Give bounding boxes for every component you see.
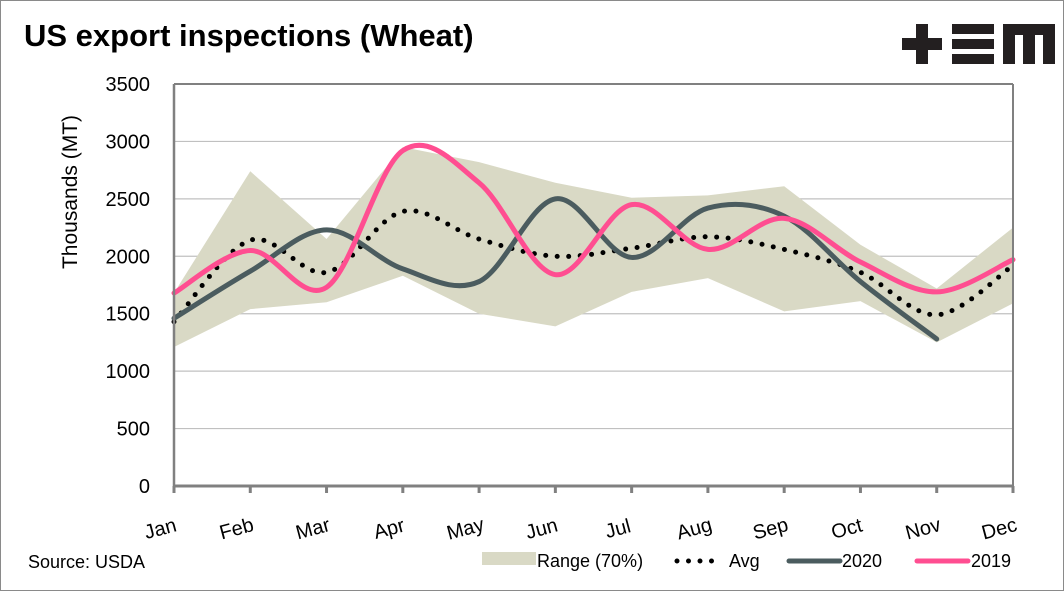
- y-tick-labels: 0 500 1000 1500 2000 2500 3000 3500: [106, 74, 151, 498]
- y-axis-label: Thousands (MT): [59, 115, 82, 269]
- x-tick-label-aug: Aug: [674, 514, 714, 544]
- source-note: Source: USDA: [28, 552, 146, 572]
- chart-title: US export inspections (Wheat): [24, 18, 474, 53]
- x-tick-labels: Jan Feb Mar Apr May Jun Jul Aug Sep Oct Nov Dec: [142, 514, 1019, 545]
- logo-m: [1003, 24, 1055, 64]
- logo-e-bar-2: [952, 39, 994, 49]
- logo-plus-v: [916, 24, 928, 64]
- legend-swatch-range: [482, 552, 536, 565]
- range-band: [174, 147, 1013, 348]
- tem-logo: [902, 24, 1055, 64]
- axes: [172, 83, 1015, 493]
- logo-e-bar-1: [952, 24, 994, 34]
- legend: Range (70%) Avg 2020 2019: [482, 551, 1011, 571]
- legend-label-avg: Avg: [729, 551, 760, 571]
- x-tick-label-dec: Dec: [979, 514, 1019, 544]
- range-area: [174, 147, 1013, 348]
- series-lines: [171, 142, 1016, 342]
- x-tick-label-mar: Mar: [294, 514, 333, 544]
- y-tick-label-500: 500: [117, 419, 150, 441]
- x-tick-label-jun: Jun: [523, 514, 560, 544]
- x-tick-label-feb: Feb: [217, 514, 256, 544]
- y-tick-label-1000: 1000: [106, 361, 151, 383]
- y-tick-label-2500: 2500: [106, 189, 151, 211]
- series-line-2020: [171, 196, 940, 342]
- x-tick-label-oct: Oct: [829, 514, 865, 543]
- x-tick-label-apr: Apr: [371, 514, 407, 543]
- y-tick-label-1500: 1500: [106, 304, 151, 326]
- y-tick-label-2000: 2000: [106, 246, 151, 268]
- y-tick-label-0: 0: [139, 476, 150, 498]
- series-line-avg: [171, 208, 1016, 325]
- x-tick-label-nov: Nov: [903, 514, 943, 544]
- y-tick-label-3000: 3000: [106, 131, 151, 153]
- x-tick-label-jan: Jan: [142, 514, 179, 544]
- series-line-2019: [171, 142, 1016, 296]
- x-tick-label-may: May: [444, 514, 486, 545]
- logo-e-bar-3: [952, 54, 994, 64]
- x-tick-label-jul: Jul: [603, 515, 633, 543]
- legend-label-range: Range (70%): [537, 551, 643, 571]
- legend-label-2020: 2020: [842, 551, 882, 571]
- y-tick-label-3500: 3500: [106, 74, 151, 96]
- legend-label-2019: 2019: [971, 551, 1011, 571]
- x-tick-label-sep: Sep: [751, 514, 791, 544]
